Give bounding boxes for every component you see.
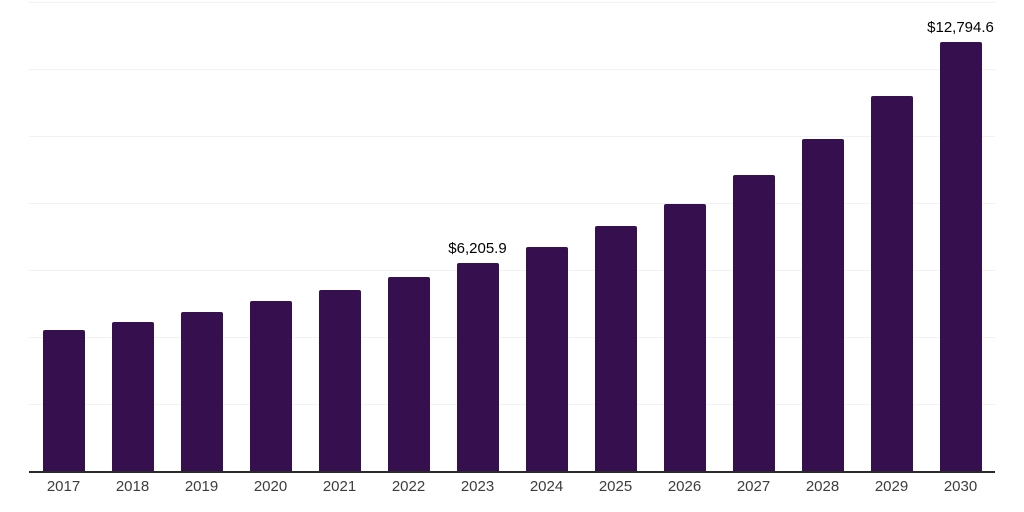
bar-column	[788, 2, 857, 471]
bar-2030[interactable]	[939, 42, 982, 471]
x-axis-tick-label: 2021	[322, 478, 357, 495]
bars-row: $6,205.9 $12,794.6	[29, 2, 995, 471]
bar-column: $12,794.6	[926, 2, 995, 471]
bar-column	[305, 2, 374, 471]
x-axis-tick-label: 2026	[667, 478, 702, 495]
x-axis-tick-label: 2023	[460, 478, 495, 495]
bar-2022[interactable]	[387, 276, 430, 471]
gridline	[29, 136, 995, 137]
gridline	[29, 203, 995, 204]
x-axis-tick-label: 2022	[391, 478, 426, 495]
bar-column	[374, 2, 443, 471]
x-axis-tick-label: 2030	[943, 478, 978, 495]
bar-column	[236, 2, 305, 471]
gridline	[29, 404, 995, 405]
bar-column	[512, 2, 581, 471]
plot-area: $6,205.9 $12,794.6	[29, 2, 995, 473]
bar-column	[719, 2, 788, 471]
bar-column	[650, 2, 719, 471]
bar-2020[interactable]	[249, 300, 292, 471]
bar-column	[167, 2, 236, 471]
bar-2025[interactable]	[594, 226, 637, 471]
gridline	[29, 69, 995, 70]
x-axis-tick-label: 2017	[46, 478, 81, 495]
bar-2017[interactable]	[42, 329, 85, 471]
bar-column	[857, 2, 926, 471]
x-axis-tick-label: 2028	[805, 478, 840, 495]
gridline	[29, 270, 995, 271]
data-label: $12,794.6	[927, 19, 994, 37]
bar-2023[interactable]	[456, 263, 499, 471]
x-axis-tick-label: 2018	[115, 478, 150, 495]
x-axis-tick-label: 2019	[184, 478, 219, 495]
bar-2018[interactable]	[111, 321, 154, 471]
data-label: $6,205.9	[448, 240, 507, 258]
bar-column	[98, 2, 167, 471]
bar-column	[29, 2, 98, 471]
x-axis-tick-label: 2020	[253, 478, 288, 495]
bar-2024[interactable]	[525, 247, 568, 471]
bar-2028[interactable]	[801, 139, 844, 471]
gridline	[29, 2, 995, 3]
bar-2019[interactable]	[180, 311, 223, 471]
x-axis-tick-label: 2024	[529, 478, 564, 495]
gridline	[29, 337, 995, 338]
bar-column	[581, 2, 650, 471]
bar-2026[interactable]	[663, 204, 706, 471]
x-axis-tick-label: 2027	[736, 478, 771, 495]
x-axis-tick-label: 2029	[874, 478, 909, 495]
bar-2021[interactable]	[318, 289, 361, 471]
bar-2029[interactable]	[870, 95, 913, 471]
x-axis-labels: 2017 2018 2019 2020 2021 2022 2023 2024 2025 2026…	[29, 478, 995, 495]
bar-column: $6,205.9	[443, 2, 512, 471]
x-axis-tick-label: 2025	[598, 478, 633, 495]
bar-2027[interactable]	[732, 175, 775, 471]
